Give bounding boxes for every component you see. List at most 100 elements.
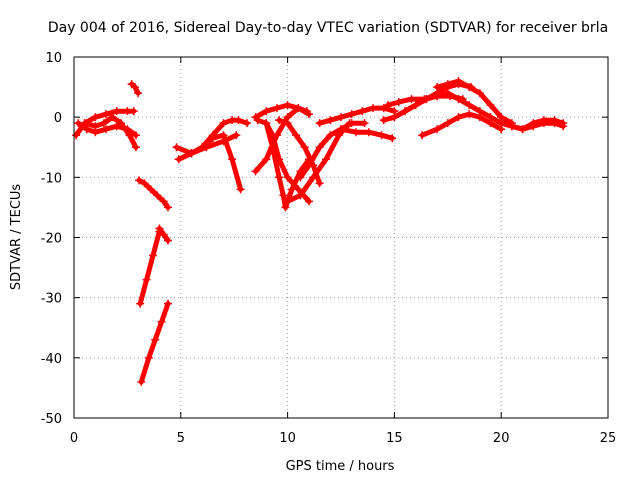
data-point bbox=[146, 185, 155, 194]
data-point bbox=[159, 197, 168, 206]
data-point bbox=[315, 119, 324, 128]
data-point bbox=[275, 173, 284, 182]
data-point bbox=[465, 83, 474, 92]
data-point bbox=[275, 116, 284, 125]
series-arc-07-markers bbox=[137, 299, 172, 386]
data-point bbox=[153, 191, 162, 200]
data-point bbox=[337, 113, 345, 122]
data-point bbox=[219, 131, 228, 140]
data-point bbox=[253, 116, 262, 125]
data-point bbox=[433, 125, 442, 134]
data-point bbox=[322, 155, 331, 164]
data-point bbox=[383, 101, 392, 110]
data-point bbox=[283, 197, 292, 206]
data-point bbox=[454, 95, 463, 104]
data-point bbox=[475, 89, 484, 98]
y-tick-label: -30 bbox=[41, 292, 62, 307]
data-point bbox=[351, 128, 360, 137]
data-point bbox=[72, 131, 81, 140]
data-point bbox=[315, 143, 324, 152]
data-point bbox=[407, 95, 416, 104]
data-point bbox=[388, 134, 397, 143]
data-point bbox=[315, 179, 324, 188]
data-point bbox=[112, 107, 121, 116]
data-point bbox=[300, 143, 309, 152]
data-point bbox=[326, 131, 335, 140]
data-point bbox=[243, 119, 252, 128]
data-point bbox=[304, 197, 313, 206]
data-point bbox=[296, 173, 305, 182]
data-point bbox=[358, 107, 367, 116]
y-tick-label: -50 bbox=[41, 412, 62, 427]
data-point bbox=[219, 119, 228, 128]
data-point bbox=[135, 176, 144, 185]
data-point bbox=[281, 203, 290, 212]
data-point bbox=[272, 104, 281, 113]
x-tick-label: 25 bbox=[600, 431, 617, 446]
data-point bbox=[529, 119, 538, 128]
data-point bbox=[390, 113, 399, 122]
data-point bbox=[304, 110, 313, 119]
data-point bbox=[91, 113, 100, 122]
data-point bbox=[475, 113, 484, 122]
data-point bbox=[268, 143, 277, 152]
y-axis-label: SDTVAR / TECUs bbox=[9, 184, 24, 291]
series-arc-13-markers bbox=[251, 101, 313, 122]
series-arc-16-markers bbox=[275, 116, 324, 188]
data-point bbox=[296, 191, 305, 200]
chart-title: Day 004 of 2016, Sidereal Day-to-day VTE… bbox=[48, 20, 608, 36]
data-point bbox=[454, 77, 463, 86]
data-point bbox=[411, 101, 420, 110]
series-arc-25 bbox=[419, 111, 504, 138]
series-arc-11 bbox=[189, 132, 244, 192]
data-point bbox=[125, 131, 134, 140]
series-arc-03-markers bbox=[80, 113, 140, 152]
series-arc-20 bbox=[338, 126, 395, 141]
data-point bbox=[433, 83, 442, 92]
data-point bbox=[369, 104, 378, 113]
data-point bbox=[80, 119, 89, 128]
series-arc-25-markers bbox=[418, 110, 506, 140]
data-point bbox=[443, 80, 452, 89]
data-point bbox=[401, 107, 410, 116]
data-point bbox=[262, 107, 271, 116]
data-point bbox=[159, 230, 168, 239]
data-point bbox=[157, 317, 166, 326]
data-point bbox=[112, 122, 121, 131]
data-point bbox=[144, 353, 153, 362]
data-point bbox=[136, 299, 145, 308]
data-point bbox=[130, 83, 139, 92]
data-point bbox=[187, 149, 196, 158]
data-point bbox=[108, 113, 117, 122]
data-point bbox=[433, 92, 442, 101]
data-point bbox=[394, 98, 403, 107]
data-point bbox=[364, 128, 373, 137]
data-point bbox=[134, 89, 143, 98]
data-point bbox=[283, 173, 292, 182]
data-point bbox=[142, 275, 151, 284]
data-point bbox=[262, 155, 271, 164]
y-tick-label: -10 bbox=[41, 171, 62, 186]
data-point bbox=[228, 155, 237, 164]
x-tick-label: 5 bbox=[177, 431, 185, 446]
data-point bbox=[309, 173, 318, 182]
series-arc-08-markers bbox=[155, 224, 172, 245]
data-point bbox=[337, 125, 345, 134]
series-arc-24-markers bbox=[433, 77, 516, 128]
data-point bbox=[326, 116, 335, 125]
data-point bbox=[198, 143, 207, 152]
series-arc-20-markers bbox=[337, 125, 397, 143]
data-point bbox=[443, 119, 452, 128]
data-point bbox=[379, 104, 388, 113]
series-arc-06 bbox=[137, 229, 162, 307]
data-point bbox=[82, 125, 91, 134]
data-point bbox=[140, 179, 149, 188]
data-point bbox=[251, 167, 260, 176]
data-point bbox=[518, 125, 527, 134]
data-point bbox=[559, 119, 568, 128]
y-tick-label: -20 bbox=[41, 232, 62, 247]
data-point bbox=[137, 377, 146, 386]
data-point bbox=[163, 203, 172, 212]
data-point bbox=[454, 113, 463, 122]
